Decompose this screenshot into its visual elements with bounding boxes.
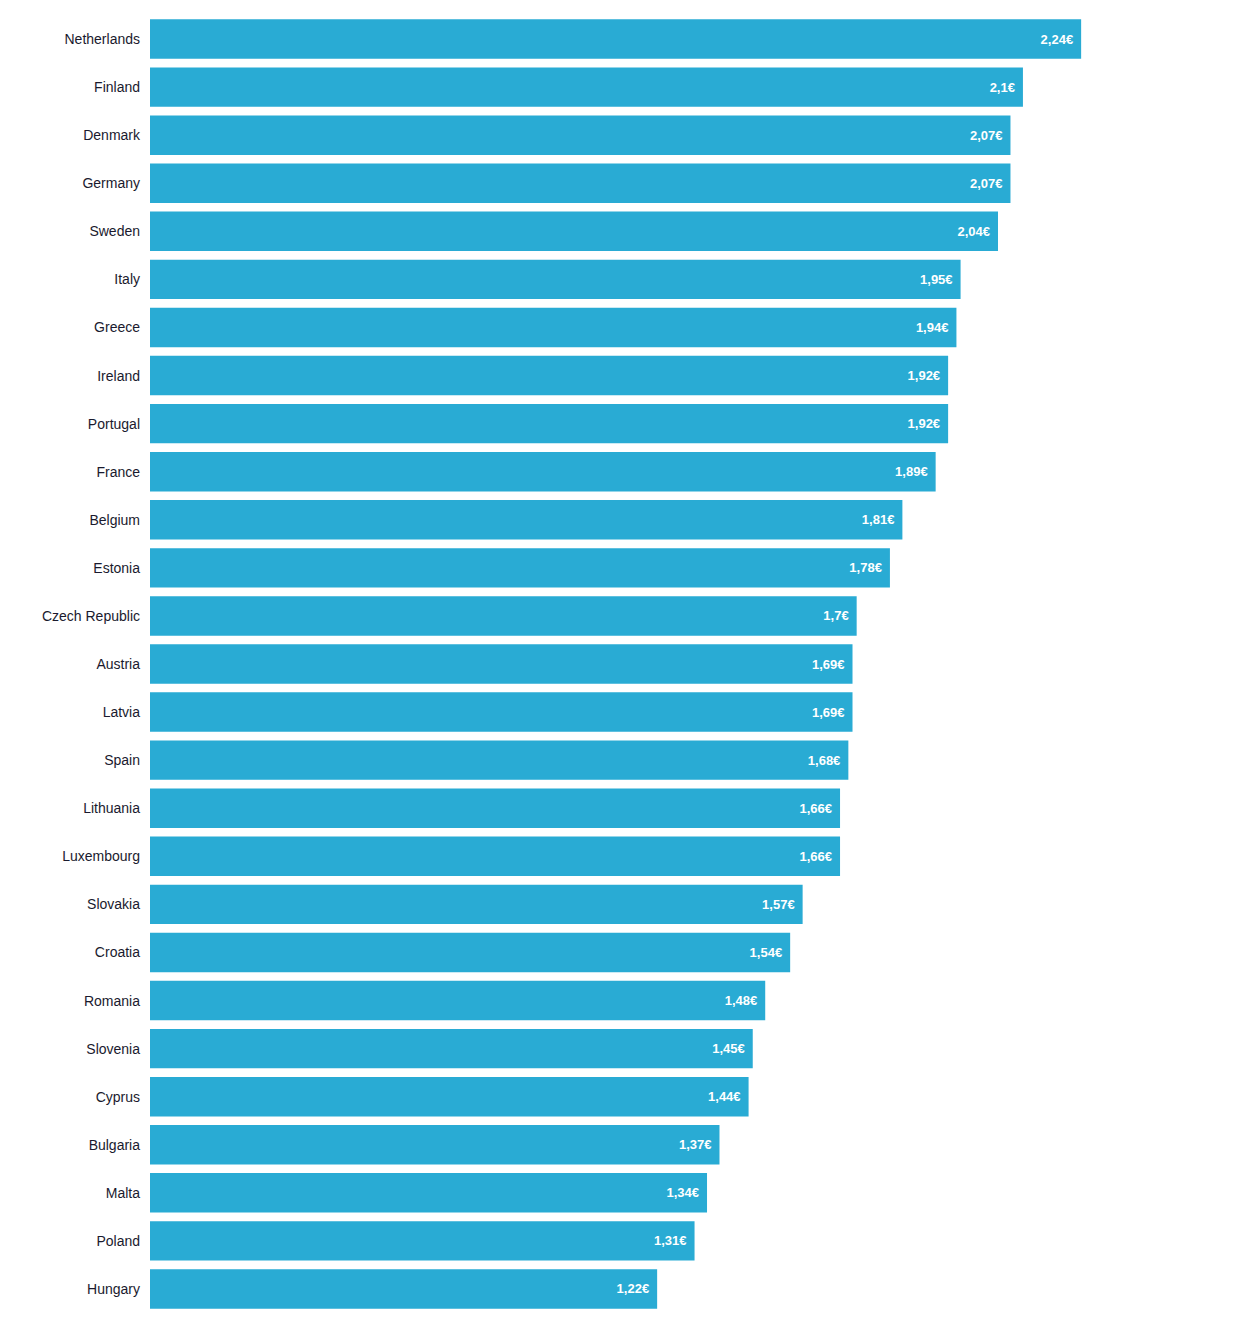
svg-text:Finland: Finland — [94, 79, 140, 95]
svg-text:Germany: Germany — [82, 175, 140, 191]
svg-text:Hungary: Hungary — [87, 1281, 140, 1297]
svg-text:Luxembourg: Luxembourg — [62, 848, 140, 864]
svg-text:1,45€: 1,45€ — [712, 1041, 745, 1056]
svg-text:1,57€: 1,57€ — [762, 897, 795, 912]
svg-text:Greece: Greece — [94, 319, 140, 335]
svg-text:Estonia: Estonia — [93, 560, 140, 576]
svg-text:Cyprus: Cyprus — [96, 1089, 140, 1105]
svg-text:Czech Republic: Czech Republic — [42, 608, 140, 624]
svg-text:Sweden: Sweden — [89, 223, 140, 239]
svg-text:Ireland: Ireland — [97, 368, 140, 384]
svg-text:1,92€: 1,92€ — [908, 416, 941, 431]
svg-text:1,7€: 1,7€ — [823, 608, 848, 623]
svg-text:Spain: Spain — [104, 752, 140, 768]
svg-text:Latvia: Latvia — [103, 704, 141, 720]
svg-text:2,1€: 2,1€ — [990, 80, 1015, 95]
svg-text:Belgium: Belgium — [89, 512, 140, 528]
svg-text:1,37€: 1,37€ — [679, 1137, 712, 1152]
svg-text:Croatia: Croatia — [95, 944, 140, 960]
svg-text:1,31€: 1,31€ — [654, 1233, 687, 1248]
svg-text:1,95€: 1,95€ — [920, 272, 953, 287]
svg-text:Lithuania: Lithuania — [83, 800, 140, 816]
svg-text:1,81€: 1,81€ — [862, 512, 895, 527]
svg-text:1,89€: 1,89€ — [895, 464, 928, 479]
svg-text:2,07€: 2,07€ — [970, 176, 1003, 191]
svg-text:1,54€: 1,54€ — [750, 945, 783, 960]
svg-text:Portugal: Portugal — [88, 416, 140, 432]
svg-text:2,07€: 2,07€ — [970, 128, 1003, 143]
svg-text:Bulgaria: Bulgaria — [89, 1137, 141, 1153]
svg-text:1,22€: 1,22€ — [617, 1281, 650, 1296]
svg-text:1,44€: 1,44€ — [708, 1089, 741, 1104]
svg-text:1,66€: 1,66€ — [799, 849, 832, 864]
svg-text:Slovenia: Slovenia — [86, 1041, 140, 1057]
svg-text:1,68€: 1,68€ — [808, 753, 841, 768]
svg-text:Netherlands: Netherlands — [65, 31, 141, 47]
svg-text:2,04€: 2,04€ — [957, 224, 990, 239]
svg-text:1,92€: 1,92€ — [908, 368, 941, 383]
svg-text:1,69€: 1,69€ — [812, 705, 845, 720]
svg-text:Austria: Austria — [96, 656, 140, 672]
svg-text:1,34€: 1,34€ — [666, 1185, 699, 1200]
svg-text:2,24€: 2,24€ — [1041, 32, 1074, 47]
svg-text:Denmark: Denmark — [83, 127, 141, 143]
svg-text:1,94€: 1,94€ — [916, 320, 949, 335]
svg-text:Malta: Malta — [106, 1185, 140, 1201]
svg-text:Poland: Poland — [96, 1233, 140, 1249]
svg-text:Slovakia: Slovakia — [87, 896, 140, 912]
svg-text:1,78€: 1,78€ — [849, 560, 882, 575]
svg-text:Italy: Italy — [114, 271, 140, 287]
svg-text:1,69€: 1,69€ — [812, 657, 845, 672]
svg-text:1,48€: 1,48€ — [725, 993, 758, 1008]
svg-text:1,66€: 1,66€ — [799, 801, 832, 816]
svg-text:France: France — [96, 464, 140, 480]
svg-text:Romania: Romania — [84, 993, 140, 1009]
